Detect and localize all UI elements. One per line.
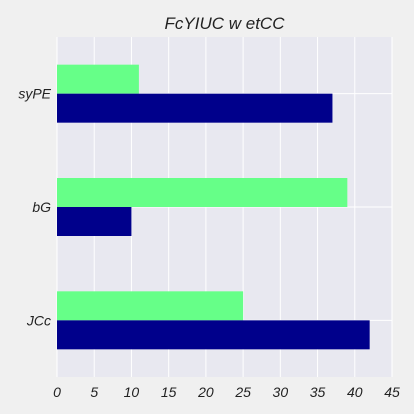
y-tick-label: JCc (26, 312, 51, 328)
bar-JCc-series-2 (57, 320, 370, 350)
chart-title: FcYIUC w etCC (165, 14, 286, 33)
x-tick-label: 30 (273, 384, 289, 400)
y-tick-label: syPE (18, 86, 51, 102)
x-tick-label: 0 (53, 384, 61, 400)
x-tick-label: 25 (234, 384, 251, 400)
bars (57, 64, 370, 350)
x-tick-label: 10 (124, 384, 140, 400)
bar-bG-series-1 (57, 178, 348, 207)
x-tick-label: 5 (90, 384, 98, 400)
x-tick-label: 45 (384, 384, 400, 400)
bar-bG-series-2 (57, 207, 132, 236)
x-tick-label: 40 (347, 384, 363, 400)
bar-syPE-series-2 (57, 93, 333, 123)
tick-labels: 0 5 10 15 20 25 30 35 40 45 syPE bG JCc (18, 86, 400, 400)
x-tick-label: 15 (161, 384, 177, 400)
bar-JCc-series-1 (57, 291, 244, 321)
y-tick-label: bG (32, 199, 51, 215)
x-tick-label: 35 (310, 384, 326, 400)
x-tick-label: 20 (197, 384, 214, 400)
bar-syPE-series-1 (57, 64, 139, 94)
